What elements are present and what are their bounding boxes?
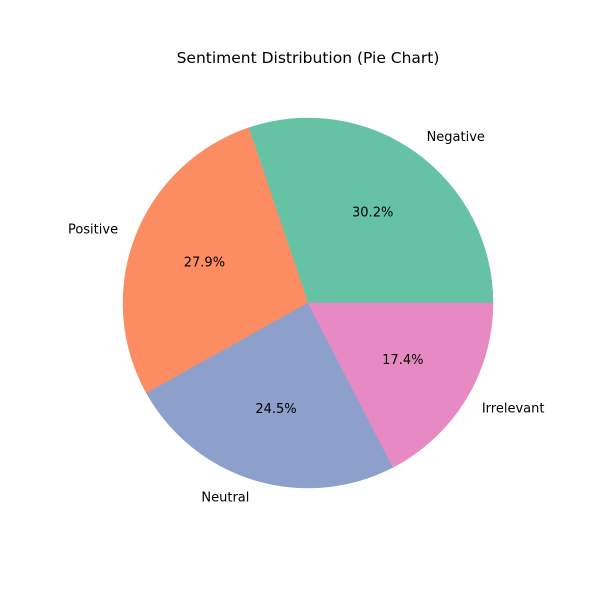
pct-label-positive: 27.9% (184, 256, 225, 271)
slice-label-neutral: Neutral (201, 490, 249, 505)
pie-slice-negative (248, 117, 494, 304)
pie-slices (122, 117, 494, 489)
pie-labels: Negative 30.2% Positive 27.9% Neutral 24.5% Ir… (68, 130, 545, 505)
pct-label-neutral: 24.5% (255, 402, 296, 417)
pie-slice-irrelevant (307, 302, 494, 468)
slice-label-positive: Positive (68, 222, 118, 237)
pie-slice-neutral (146, 302, 394, 489)
chart-title: Sentiment Distribution (Pie Chart) (177, 49, 440, 67)
pct-label-irrelevant: 17.4% (382, 353, 423, 368)
pct-label-negative: 30.2% (352, 205, 393, 220)
slice-label-irrelevant: Irrelevant (482, 401, 545, 416)
slice-label-negative: Negative (427, 130, 485, 145)
pie-slice-positive (122, 127, 309, 394)
